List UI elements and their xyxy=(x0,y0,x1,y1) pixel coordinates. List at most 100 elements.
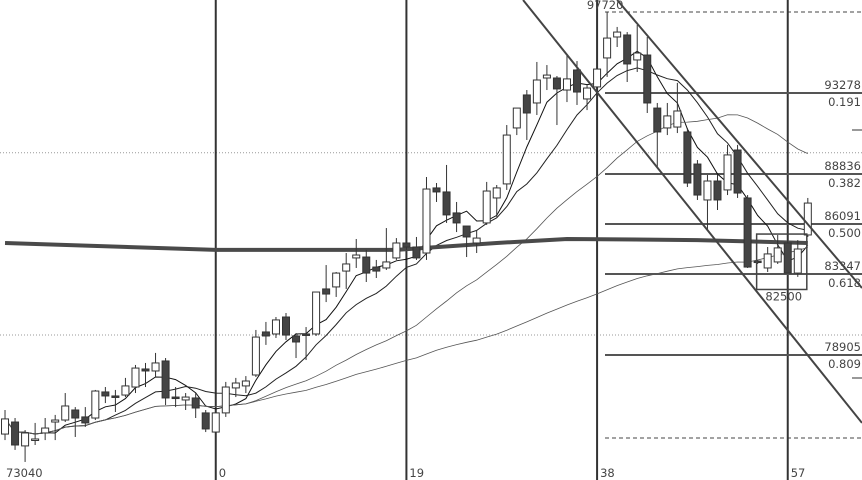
candle-up xyxy=(211,410,220,435)
candle-up xyxy=(61,393,70,423)
candle-body xyxy=(773,247,782,263)
candle-up xyxy=(472,230,481,254)
candle-down xyxy=(452,201,461,233)
candle-body xyxy=(643,54,652,104)
candle-up xyxy=(181,393,190,410)
candle-up xyxy=(803,197,812,237)
candle-down xyxy=(643,36,652,113)
candle-body xyxy=(151,362,160,372)
candle-down xyxy=(783,240,792,274)
candle-down xyxy=(171,387,180,408)
candle-up xyxy=(532,61,541,116)
candle-down xyxy=(81,407,90,427)
candle-body xyxy=(31,438,40,441)
candle-up xyxy=(51,414,60,441)
range-box-layer xyxy=(755,233,808,291)
candle-body xyxy=(302,333,311,336)
candle-body xyxy=(723,154,732,191)
candle-body xyxy=(663,115,672,129)
candle-body xyxy=(382,261,391,269)
candle-body xyxy=(402,242,411,248)
candle-up xyxy=(562,55,571,103)
trend-channel-line xyxy=(616,0,862,289)
candle-up xyxy=(482,181,491,225)
candle-body xyxy=(171,396,180,400)
candle-body xyxy=(352,254,361,259)
candle-up xyxy=(492,185,501,217)
candle-down xyxy=(292,333,301,359)
candle-down xyxy=(402,240,411,250)
moving-average-line xyxy=(4,67,808,435)
candle-up xyxy=(392,238,401,260)
candle-body xyxy=(61,405,70,421)
candle-body xyxy=(231,382,240,389)
candle-body xyxy=(683,131,692,184)
candle-down xyxy=(322,265,331,303)
fib-price-label: 78905 xyxy=(824,340,861,354)
moving-average-line xyxy=(4,247,808,435)
candle-up xyxy=(763,247,772,272)
candle-down xyxy=(412,236,421,260)
candle-up xyxy=(613,26,622,48)
candle-body xyxy=(452,212,461,224)
candle-body xyxy=(432,187,441,193)
candle-body xyxy=(332,272,341,288)
candle-up xyxy=(151,352,160,377)
candle-body xyxy=(312,291,321,335)
candles-layer xyxy=(1,11,812,462)
candle-down xyxy=(683,127,692,188)
fib-price-label: 86091 xyxy=(824,209,861,223)
candle-up xyxy=(382,228,391,270)
candle-body xyxy=(121,385,130,396)
candle-body xyxy=(703,180,712,201)
candle-up xyxy=(583,84,592,111)
candle-down xyxy=(141,362,150,388)
candle-body xyxy=(763,253,772,269)
candle-up xyxy=(271,317,280,338)
candle-up xyxy=(21,430,30,462)
candle-body xyxy=(372,266,381,272)
trend-lines-layer xyxy=(522,0,862,424)
candle-up xyxy=(231,377,240,398)
candle-body xyxy=(342,263,351,272)
right-ticks xyxy=(852,129,862,379)
trend-channel-line xyxy=(522,0,862,424)
candle-down xyxy=(522,90,531,140)
fib-ratio-label: 0.809 xyxy=(828,357,861,371)
candle-body xyxy=(261,331,270,337)
candle-up xyxy=(502,125,511,190)
candle-down xyxy=(362,249,371,283)
candle-up xyxy=(221,381,230,417)
candle-down xyxy=(71,407,80,437)
candle-body xyxy=(743,197,752,268)
candle-body xyxy=(793,248,802,274)
candle-up xyxy=(312,291,321,336)
candle-down xyxy=(733,144,742,198)
candle-body xyxy=(562,78,571,91)
candle-body xyxy=(362,256,371,274)
candle-up xyxy=(793,240,802,277)
candle-body xyxy=(492,187,501,199)
candle-body xyxy=(241,380,250,387)
candle-body xyxy=(51,419,60,423)
candle-up xyxy=(342,253,351,289)
candle-down xyxy=(623,32,632,83)
candle-up xyxy=(663,102,672,136)
candle-down xyxy=(743,195,752,268)
candle-body xyxy=(512,107,521,129)
candle-down xyxy=(101,387,110,404)
fib-ratio-label: 0.618 xyxy=(828,276,861,290)
candle-up xyxy=(512,107,521,136)
candle-down xyxy=(161,358,170,406)
x-tick-label: 19 xyxy=(409,466,424,480)
candle-up xyxy=(31,422,40,445)
candle-up xyxy=(723,144,732,196)
candle-up xyxy=(542,65,551,91)
candle-body xyxy=(181,396,190,401)
candle-body xyxy=(693,163,702,196)
fib-ratio-label: 0.500 xyxy=(828,226,861,240)
candle-down xyxy=(462,225,471,258)
fib-ratio-label: 0.191 xyxy=(828,95,861,109)
